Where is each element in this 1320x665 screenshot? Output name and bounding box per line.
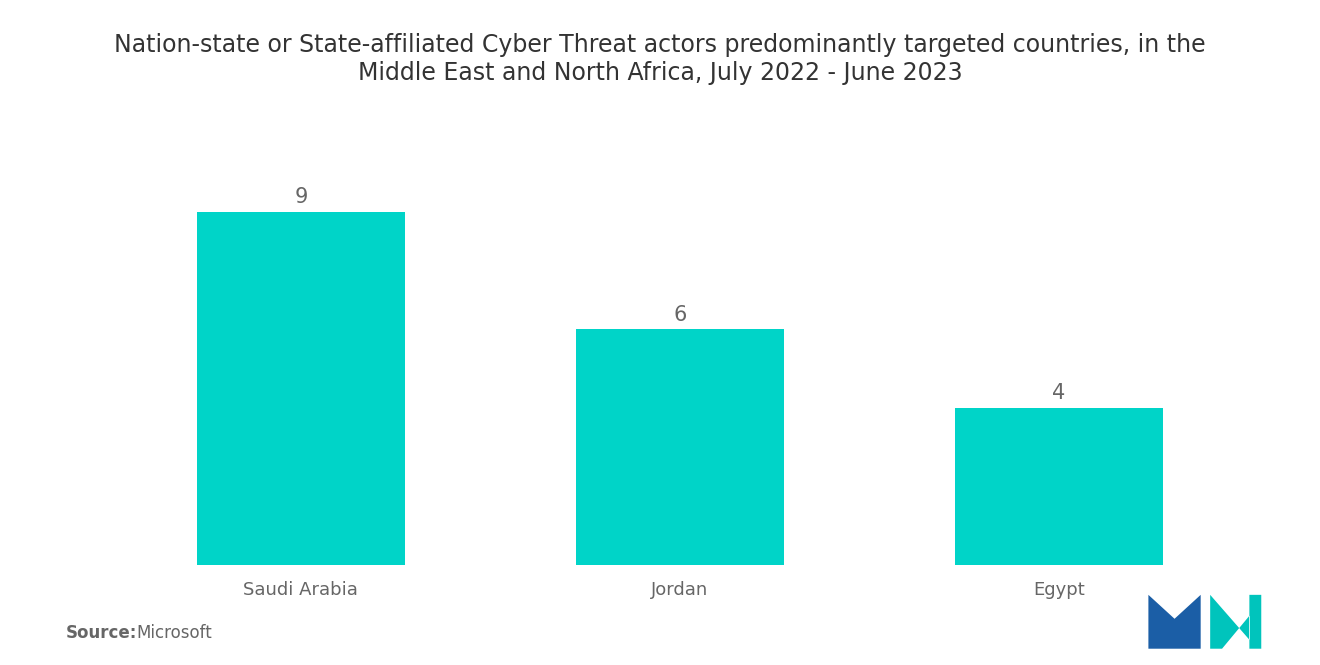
Polygon shape bbox=[1210, 595, 1262, 649]
Text: Source:: Source: bbox=[66, 624, 137, 642]
Text: 9: 9 bbox=[294, 187, 308, 207]
Bar bbox=[576, 329, 784, 565]
Bar bbox=[954, 408, 1163, 565]
Text: 6: 6 bbox=[673, 305, 686, 325]
Bar bbox=[197, 211, 405, 565]
Text: 4: 4 bbox=[1052, 383, 1065, 404]
Text: Nation-state or State-affiliated Cyber Threat actors predominantly targeted coun: Nation-state or State-affiliated Cyber T… bbox=[115, 33, 1205, 85]
Text: Microsoft: Microsoft bbox=[136, 624, 211, 642]
Polygon shape bbox=[1148, 595, 1201, 649]
